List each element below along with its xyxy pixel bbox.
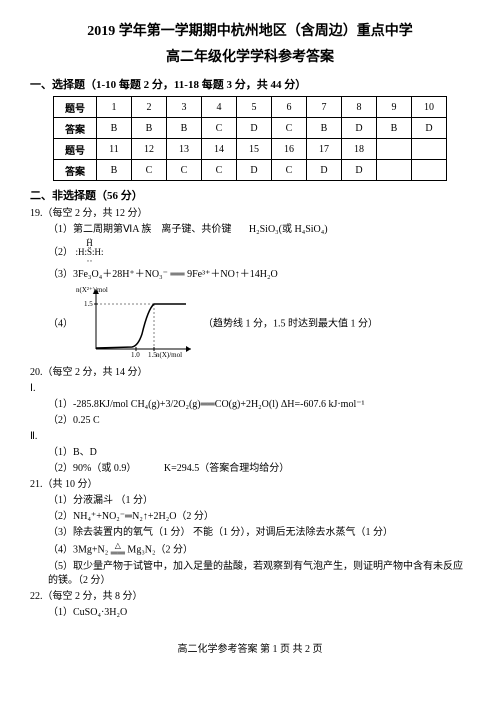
q20-head: 20.（每空 2 分，共 14 分） [30, 366, 470, 380]
svg-text:1.5: 1.5 [84, 300, 93, 308]
cell: B [167, 118, 202, 139]
title-line1: 2019 学年第一学期期中杭州地区（含周边）重点中学 [30, 20, 470, 40]
cell: 1 [97, 97, 132, 118]
cell [377, 160, 412, 181]
q20-II1: （1）B、D [30, 446, 470, 460]
row2-label: 答案 [54, 118, 97, 139]
q19-p4-label: （4） [48, 318, 73, 329]
q21-p4a: （4）3Mg+N₂ [48, 544, 111, 555]
section1-heading: 一、选择题（1-10 每题 2 分，11-18 每题 3 分，共 44 分） [30, 76, 470, 92]
cell: B [132, 118, 167, 139]
cell: 7 [307, 97, 342, 118]
cell: B [377, 118, 412, 139]
cell: D [342, 118, 377, 139]
cell: C [272, 118, 307, 139]
q20-I: Ⅰ. [30, 382, 470, 396]
cell: D [237, 160, 272, 181]
q19-p2-label: （2） [48, 247, 73, 258]
cell: D [412, 118, 447, 139]
cell: C [272, 160, 307, 181]
cell: 8 [342, 97, 377, 118]
cell [377, 139, 412, 160]
cell: 2 [132, 97, 167, 118]
reaction-condition-icon: △ ══ [111, 542, 125, 558]
cell: 3 [167, 97, 202, 118]
q19-p1: （1）第二周期第ⅥA 族 离子键、共价键 H₂SiO₃(或 H₄SiO₄) [30, 223, 470, 237]
q19-p1a: （1）第二周期第ⅥA 族 [48, 224, 151, 235]
cell: C [167, 160, 202, 181]
q20-II2: （2）90%（或 0.9） K=294.5（答案合理均给分） [30, 462, 470, 476]
row4-label: 答案 [54, 160, 97, 181]
row3-label: 题号 [54, 139, 97, 160]
cell: D [237, 118, 272, 139]
cell: 14 [202, 139, 237, 160]
q19-p4: （4） n(X²⁺)/mol n(X)/mol 1.5 1.0 1.5 （趋势线 [30, 284, 470, 364]
q19-p4-note: （趋势线 1 分，1.5 时达到最大值 1 分） [203, 318, 378, 329]
svg-text:n(X²⁺)/mol: n(X²⁺)/mol [76, 286, 108, 294]
cell: 18 [342, 139, 377, 160]
cell: 13 [167, 139, 202, 160]
cell: D [307, 160, 342, 181]
svg-text:1.0: 1.0 [131, 351, 140, 359]
q21-p1: （1）分液漏斗 （1 分） [30, 494, 470, 508]
cell: 4 [202, 97, 237, 118]
q20-II2b: K=294.5（答案合理均给分） [164, 463, 289, 474]
row1-label: 题号 [54, 97, 97, 118]
cell: B [307, 118, 342, 139]
cell: 12 [132, 139, 167, 160]
q19-p2: （2） Ḧ :H:S̈:H: ·· [30, 239, 470, 266]
cell: 6 [272, 97, 307, 118]
q21-p2: （2）NH₄⁺+NO₂⁻═N₂↑+2H₂O（2 分） [30, 510, 470, 524]
q19-p1b: 离子键、共价键 [161, 224, 231, 235]
page-footer: 高二化学参考答案 第 1 页 共 2 页 [30, 640, 470, 655]
q19-head: 19.（每空 2 分，共 12 分） [30, 207, 470, 221]
q22-p1: （1）CuSO₄·3H₂O [30, 606, 470, 620]
cell: 11 [97, 139, 132, 160]
cell: 15 [237, 139, 272, 160]
q19-p1c: H₂SiO₃(或 H₄SiO₄) [249, 224, 328, 235]
trend-chart: n(X²⁺)/mol n(X)/mol 1.5 1.0 1.5 [76, 284, 196, 364]
cell: C [132, 160, 167, 181]
cell: 9 [377, 97, 412, 118]
cell: 16 [272, 139, 307, 160]
cell: 17 [307, 139, 342, 160]
q20-I1: （1）-285.8KJ/mol CH₄(g)+3/2O₂(g)══CO(g)+2… [30, 398, 470, 412]
cell: B [97, 118, 132, 139]
svg-text:n(X)/mol: n(X)/mol [156, 351, 182, 359]
cell [412, 160, 447, 181]
q21-p3: （3）除去装置内的氧气（1 分） 不能（1 分），对调后无法除去水蒸气（1 分） [30, 526, 470, 540]
q21-p5: （5）取少量产物于试管中，加入足量的盐酸，若观察到有气泡产生，则证明产物中含有未… [30, 560, 470, 588]
q20-II: Ⅱ. [30, 430, 470, 444]
q21-p4b: Mg₃N₂（2 分） [127, 544, 193, 555]
title-line2: 高二年级化学学科参考答案 [30, 46, 470, 66]
svg-text:1.5: 1.5 [148, 351, 157, 359]
cell: 10 [412, 97, 447, 118]
section2-heading: 二、非选择题（56 分） [30, 187, 470, 203]
q21-head: 21.（共 10 分） [30, 478, 470, 492]
cell [412, 139, 447, 160]
q20-II2a: （2）90%（或 0.9） [48, 463, 136, 474]
answer-table: 题号 1 2 3 4 5 6 7 8 9 10 答案 B B B C D C B… [53, 96, 447, 181]
cell: C [202, 160, 237, 181]
q20-I2: （2）0.25 C [30, 414, 470, 428]
q19-p3: （3）3Fe₃O₄＋28H⁺＋NO₃⁻ ══ 9Fe³⁺＋NO↑＋14H₂O [30, 268, 470, 282]
cell: C [202, 118, 237, 139]
q22-head: 22.（每空 2 分，共 8 分） [30, 590, 470, 604]
lewis-structure-icon: Ḧ :H:S̈:H: ·· [76, 239, 104, 266]
q21-p4: （4）3Mg+N₂ △ ══ Mg₃N₂（2 分） [30, 542, 470, 558]
cell: B [97, 160, 132, 181]
cell: D [342, 160, 377, 181]
cell: 5 [237, 97, 272, 118]
